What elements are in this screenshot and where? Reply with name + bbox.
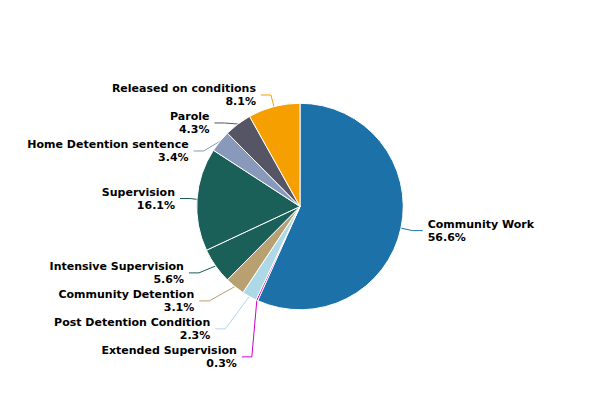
svg-text:Supervision: Supervision xyxy=(102,186,175,199)
svg-text:Community Work: Community Work xyxy=(428,218,535,231)
svg-text:Post Detention Condition: Post Detention Condition xyxy=(54,316,210,329)
svg-text:3.1%: 3.1% xyxy=(164,301,195,314)
svg-text:Released on conditions: Released on conditions xyxy=(112,82,256,95)
svg-text:3.4%: 3.4% xyxy=(158,151,189,164)
svg-text:4.3%: 4.3% xyxy=(179,123,210,136)
svg-text:Intensive Supervision: Intensive Supervision xyxy=(50,260,184,273)
svg-text:8.1%: 8.1% xyxy=(225,95,256,108)
svg-text:5.6%: 5.6% xyxy=(153,273,184,286)
svg-text:56.6%: 56.6% xyxy=(428,231,466,244)
svg-text:16.1%: 16.1% xyxy=(137,199,175,212)
svg-text:Home Detention sentence: Home Detention sentence xyxy=(27,138,188,151)
svg-text:Extended Supervision: Extended Supervision xyxy=(101,344,236,357)
svg-text:0.3%: 0.3% xyxy=(206,357,237,370)
svg-text:2.3%: 2.3% xyxy=(180,329,211,342)
svg-text:Community Detention: Community Detention xyxy=(58,288,194,301)
svg-text:Parole: Parole xyxy=(170,110,209,123)
